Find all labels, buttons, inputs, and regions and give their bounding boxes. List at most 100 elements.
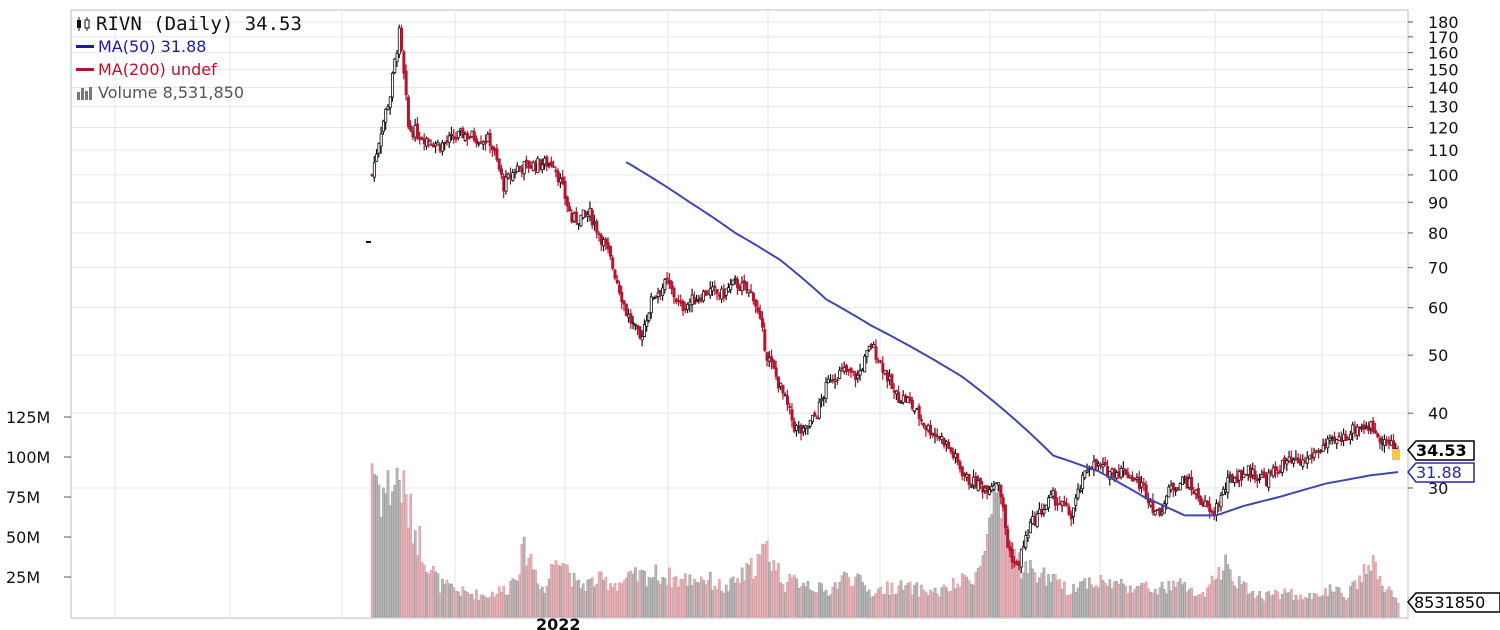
volume-bar: [715, 589, 719, 618]
volume-bar: [663, 577, 667, 618]
candle-body: [1383, 439, 1387, 446]
candle-body: [379, 133, 383, 147]
volume-bar: [407, 527, 410, 618]
volume-bar: [618, 582, 621, 618]
candle-body: [574, 211, 578, 223]
volume-bar: [538, 588, 542, 618]
volume-bar: [770, 570, 773, 618]
volume-bar: [1128, 585, 1132, 618]
candle-body: [786, 395, 790, 405]
volume-bar: [1396, 602, 1400, 618]
candle-body: [754, 299, 758, 307]
candle-body: [1019, 549, 1023, 568]
volume-bar: [954, 588, 957, 618]
volume-bar: [1371, 555, 1375, 618]
volume-bar: [404, 494, 408, 618]
candle-body: [947, 441, 951, 449]
candle-body: [1119, 467, 1123, 478]
candle-body: [913, 410, 917, 413]
candle-body: [917, 405, 921, 420]
volume-bar: [1247, 594, 1250, 618]
volume-bar: [795, 578, 798, 618]
volume-tick-label: 50M: [6, 528, 40, 547]
candle-body: [638, 326, 642, 339]
candle-body: [511, 172, 515, 181]
candle-body: [554, 169, 558, 172]
volume-bar: [756, 554, 760, 618]
volume-bar: [951, 578, 955, 618]
volume-bar: [806, 581, 810, 618]
volume-bar: [1387, 586, 1391, 618]
price-tick-label: 90: [1428, 193, 1448, 212]
price-tick-label: 180: [1428, 13, 1459, 32]
volume-bar: [1113, 581, 1116, 618]
volume-bar: [525, 565, 528, 618]
volume-bar: [1158, 587, 1162, 618]
volume-bar: [484, 596, 487, 618]
candle-body: [1101, 464, 1105, 468]
volume-bar: [1024, 561, 1028, 618]
volume-bar: [743, 580, 746, 618]
volume-bar: [936, 593, 939, 618]
volume-bar: [845, 573, 848, 618]
candle-body: [1312, 452, 1316, 458]
volume-bar: [543, 592, 546, 618]
candle-body: [745, 281, 749, 291]
volume-bar: [1042, 567, 1046, 618]
candle-body: [561, 176, 565, 184]
candle-body: [1208, 503, 1212, 512]
volume-bar: [815, 592, 819, 618]
volume-bar: [652, 577, 655, 618]
volume-bar: [1140, 583, 1143, 618]
volume-bar: [447, 583, 451, 618]
volume-bar: [486, 598, 490, 618]
volume-bar: [597, 571, 601, 618]
volume-bar: [420, 562, 424, 618]
candle-body: [1108, 471, 1112, 480]
candle-body: [640, 336, 644, 341]
candle-body: [702, 290, 706, 302]
price-tick-label: 120: [1428, 118, 1459, 137]
volume-bar: [981, 555, 985, 618]
volume-bar: [686, 585, 689, 618]
volume-bar: [375, 475, 378, 618]
candle-body: [1276, 472, 1280, 474]
volume-bar: [377, 484, 381, 618]
volume-bar: [1194, 595, 1198, 618]
price-tick-label: 70: [1428, 259, 1448, 278]
volume-bar: [995, 493, 998, 618]
candle-body: [929, 424, 933, 436]
volume-bar: [999, 518, 1003, 618]
volume-bar: [1044, 586, 1048, 618]
candle-body: [1153, 510, 1157, 515]
volume-bar: [933, 587, 937, 618]
volume-bar: [1187, 589, 1191, 618]
volume-bar: [1326, 596, 1330, 618]
volume-bar: [929, 589, 932, 618]
candle-body: [1085, 470, 1089, 473]
volume-bar: [413, 530, 417, 618]
candle-body: [388, 96, 392, 108]
candle-body: [776, 376, 780, 389]
volume-bar: [872, 595, 876, 618]
volume-bar: [1167, 581, 1171, 618]
volume-bar: [1190, 587, 1193, 618]
volume-bar: [1106, 585, 1109, 618]
candle-body: [845, 365, 849, 372]
volume-bar: [1312, 593, 1316, 618]
candle-body: [618, 284, 622, 294]
volume-bar: [386, 470, 390, 618]
volume-bar: [411, 543, 415, 618]
candle-body: [1083, 470, 1087, 478]
candle-body: [400, 27, 404, 51]
volume-bar: [702, 579, 705, 618]
candle-body: [867, 346, 871, 351]
volume-bar: [1067, 594, 1071, 618]
volume-bar: [1049, 581, 1053, 618]
volume-bar: [1231, 581, 1234, 618]
candle-body: [1067, 506, 1071, 515]
volume-bar: [808, 589, 812, 618]
candle-body: [645, 320, 649, 327]
volume-bar: [502, 585, 506, 618]
volume-bar: [432, 565, 435, 618]
